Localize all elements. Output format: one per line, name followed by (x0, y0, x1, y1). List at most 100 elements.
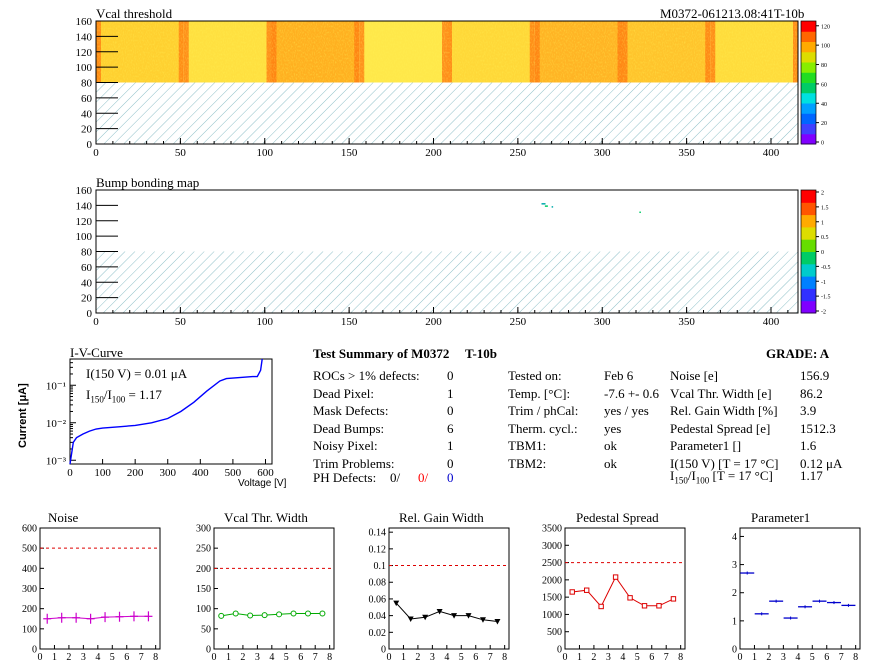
y-tick-label: 0 (381, 645, 386, 656)
y-tick-label: 120 (76, 47, 93, 59)
y-tick-label: 100 (196, 604, 211, 615)
x-tick-label: 4 (444, 652, 449, 663)
colorbar-band (801, 113, 816, 124)
data-point (218, 612, 225, 619)
iv-x-tick-label: 300 (159, 467, 176, 479)
data-point (451, 613, 458, 619)
defect-value: 1 (447, 438, 454, 453)
x-tick-label: 6 (473, 652, 478, 663)
y-tick-label: 0.02 (369, 628, 387, 639)
y-tick-label: 20 (81, 293, 93, 305)
colorbar-tick-label: 0 (821, 141, 824, 147)
chart-frame (213, 527, 335, 650)
ph-defects-value-2: 0/ (418, 470, 429, 485)
condition-label: Tested on: (508, 368, 562, 383)
iv-y-tick-label: 10⁻¹ (46, 380, 66, 392)
colorbar-tick-label: 1.5 (821, 205, 829, 211)
colorbar-tick-label: 2 (821, 191, 824, 197)
bump-map: 0 50 100 150 200 250 300 350 4000204060801001201… (76, 185, 831, 328)
y-tick-label: 3000 (542, 541, 562, 552)
condition-value: yes / yes (604, 403, 649, 418)
iv-legend-ratio: I150/I100 = 1.17 (86, 387, 162, 405)
condition-label: Temp. [°C]: (508, 385, 571, 401)
colorbar-tick-label: 100 (821, 44, 830, 50)
colorbar-band (801, 251, 816, 265)
data-point (583, 587, 590, 593)
colorbar-tick-label: 20 (821, 121, 827, 127)
data-point (598, 603, 604, 610)
x-tick-label: 4 (95, 652, 100, 663)
condition-label: Trim / phCal: (508, 403, 579, 418)
condition-value: ok (604, 455, 617, 471)
colorbar-band (801, 72, 816, 83)
x-tick-label: 100 (257, 147, 274, 159)
y-tick-label: 140 (76, 31, 93, 43)
x-tick-label: 0 (738, 652, 743, 663)
colorbar-band (801, 31, 816, 42)
x-tick-label: 100 (257, 316, 274, 328)
condition-value: -7.6 +- 0.6 (604, 385, 659, 401)
colorbar-tick-label: -1.5 (821, 295, 831, 301)
colorbar-band (801, 103, 816, 114)
condition-label: Therm. cycl.: (508, 420, 578, 436)
x-tick-label: 3 (255, 652, 260, 663)
colorbar-band (801, 300, 816, 314)
data-point (290, 610, 297, 617)
x-tick-label: 5 (635, 652, 640, 663)
y-tick-label: 80 (81, 247, 93, 259)
data-point (612, 574, 619, 580)
iv-y-tick-label: 10⁻³ (46, 455, 67, 467)
series-line (395, 602, 498, 622)
colorbar-tick-label: 1 (821, 220, 824, 226)
x-tick-label: 3 (430, 652, 435, 663)
x-tick-label: 2 (240, 652, 245, 663)
iv-x-tick-label: 200 (127, 467, 144, 479)
pedestal-chart-title: Pedestal Spread (576, 510, 659, 525)
y-tick-label: 300 (196, 524, 211, 535)
data-point (656, 603, 662, 609)
x-tick-label: 0 (563, 652, 568, 663)
x-tick-label: 250 (510, 316, 527, 328)
colorbar-band (801, 123, 816, 135)
iv-legend-i150: I(150 V) = 0.01 μA (86, 366, 188, 381)
pixel-noise (96, 21, 798, 83)
condition-label: TBM1: (508, 438, 547, 453)
x-tick-label: 50 (175, 316, 187, 328)
y-tick-label: 50 (201, 624, 211, 635)
defect-label: Dead Bumps: (313, 420, 385, 436)
y-tick-label: 200 (196, 564, 211, 575)
chart-frame (564, 527, 686, 650)
y-tick-label: 300 (22, 584, 37, 595)
trend-chart-2: 0 1 2 3 4 5 6 7 800.020.040.060.080.10.120.14 (369, 527, 510, 663)
x-tick-label: 400 (763, 316, 780, 328)
x-tick-label: 250 (510, 147, 527, 159)
x-tick-label: 200 (425, 316, 442, 328)
summary-title: Test Summary of M0372 (313, 346, 450, 361)
colorbar-tick-label: -1 (821, 280, 826, 286)
y-tick-label: 20 (81, 124, 93, 136)
data-point (422, 614, 429, 621)
y-tick-label: 2500 (542, 558, 562, 569)
data-point (627, 595, 633, 601)
grade-label: GRADE: A (766, 346, 830, 361)
iv-x-tick-label: 500 (225, 467, 242, 479)
y-tick-label: 100 (76, 231, 93, 243)
data-point (276, 611, 283, 618)
y-tick-label: 2 (732, 588, 737, 599)
defect-value: 6 (447, 420, 454, 436)
vcal-map: 0 50 100 150 200 250 300 350 4000204060801001201… (76, 16, 831, 159)
x-tick-label: 7 (839, 652, 844, 663)
y-tick-label: 0.14 (369, 528, 387, 539)
colorbar-band (801, 133, 816, 145)
colorbar-band (801, 41, 816, 53)
result-value: 0.12 μA (800, 455, 843, 471)
iv-curve-chart: 0 100 200 300 400 500 600 10⁻³ 10⁻² 10⁻¹ (46, 358, 274, 479)
module-id-label: M0372-061213.08:41T-10b (660, 6, 805, 21)
result-label: Rel. Gain Width [%] (670, 403, 778, 418)
y-tick-label: 3500 (542, 524, 562, 535)
x-tick-label: 3 (606, 652, 611, 663)
y-tick-label: 0.06 (369, 594, 387, 605)
defect-label: Mask Defects: (313, 403, 389, 418)
